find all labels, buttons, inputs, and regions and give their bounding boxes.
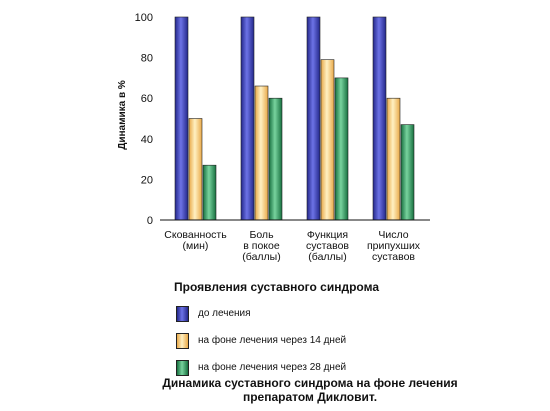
y-tick-label: 40	[141, 134, 153, 146]
category-label: (баллы)	[242, 251, 280, 263]
y-tick-label: 60	[141, 93, 153, 105]
bar-series-3-cat-1	[202, 164, 217, 221]
caption-line-2: препаратом Дикловит.	[242, 390, 378, 404]
bar-series-1-cat-3	[306, 16, 321, 221]
category-label: в покое	[243, 240, 280, 252]
legend-item: на фоне лечения через 14 дней	[176, 327, 346, 354]
bar-series-1-cat-2	[240, 16, 255, 221]
legend-label: на фоне лечения через 14 дней	[198, 335, 347, 346]
y-tick-label: 20	[141, 174, 153, 186]
category-label: Функция	[307, 229, 348, 241]
legend-swatch	[176, 305, 189, 322]
bar-series-1-cat-4	[372, 16, 387, 221]
y-axis-ticks: 0 20 40 60 80 100	[135, 12, 153, 227]
bars	[174, 16, 415, 221]
legend-label: до лечения	[198, 308, 251, 319]
caption-line-1: Динамика суставного синдрома на фоне леч…	[162, 376, 458, 390]
y-tick-label: 0	[147, 215, 153, 227]
y-tick-label: 100	[135, 12, 153, 24]
bar-series-1-cat-1	[174, 16, 189, 221]
category-label: Скованность	[164, 229, 227, 241]
bar-series-2-cat-2	[254, 85, 269, 221]
legend-swatch	[176, 359, 189, 376]
legend-title: Проявления суставного синдрома	[174, 280, 379, 294]
bar-series-2-cat-1	[188, 118, 203, 221]
category-label: припухших	[367, 240, 421, 252]
y-axis-label: Динамика в %	[117, 80, 128, 150]
category-label: (баллы)	[308, 251, 346, 263]
bar-series-3-cat-4	[400, 124, 415, 221]
bar-series-3-cat-2	[268, 97, 283, 221]
bar-series-3-cat-3	[334, 77, 349, 221]
legend-item: до лечения	[176, 300, 346, 327]
category-label: (мин)	[183, 240, 209, 252]
y-tick-label: 80	[141, 53, 153, 65]
legend-swatch	[176, 332, 189, 349]
category-label: Число	[378, 229, 408, 241]
legend: до лечения на фоне лечения через 14 дней н…	[176, 300, 346, 381]
legend-item: на фоне лечения через 28 дней	[176, 354, 346, 381]
category-label: Боль	[249, 229, 274, 241]
category-label: суставов	[306, 240, 349, 252]
bar-series-2-cat-3	[320, 59, 335, 221]
bar-series-2-cat-4	[386, 97, 401, 221]
legend-label: на фоне лечения через 28 дней	[198, 362, 347, 373]
category-label: суставов	[372, 251, 415, 263]
